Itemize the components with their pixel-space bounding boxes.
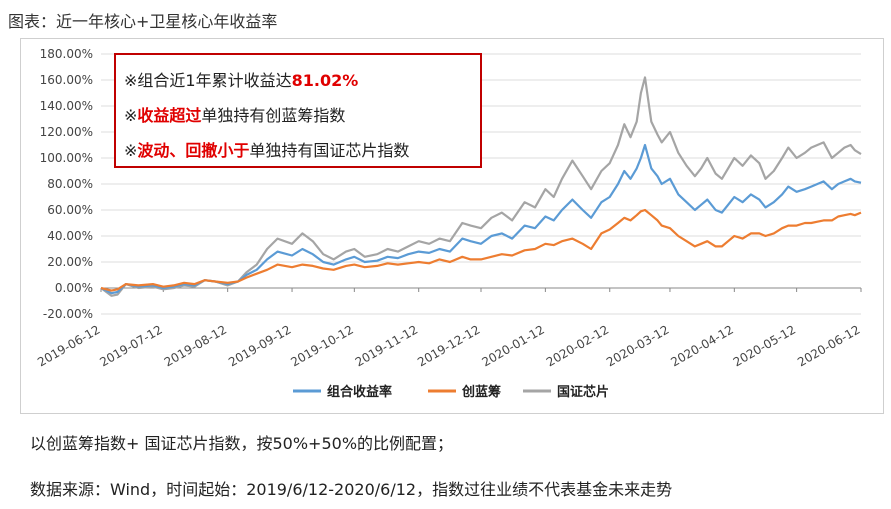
x-tick-label: 2019-08-12: [162, 322, 229, 369]
callout-line-3-highlight: 波动、回撤小于: [137, 141, 250, 160]
legend-label: 创蓝筹: [461, 384, 501, 400]
line-chart: -20.00% 0.00% 20.00% 40.00% 60.00% 80.00% 100.…: [35, 47, 862, 400]
callout-line-2-highlight: 收益超过: [137, 106, 202, 125]
y-tick-label: -20.00%: [43, 307, 93, 321]
y-tick-label: 180.00%: [40, 47, 93, 61]
series-line-1: [100, 208, 862, 292]
y-tick-label: 20.00%: [47, 255, 93, 269]
x-tick-label: 2020-02-12: [544, 322, 611, 369]
y-tick-label: 140.00%: [40, 99, 93, 113]
callout-line-2-prefix: ※: [124, 106, 138, 125]
series-line-0: [100, 143, 862, 295]
x-tick-label: 2019-12-12: [415, 322, 482, 369]
callout-line-2-suffix: 单独持有创蓝筹指数: [201, 106, 346, 125]
y-tick-label: 60.00%: [47, 203, 93, 217]
x-tick-label: 2020-03-12: [604, 322, 671, 369]
callout-line-1: ※组合近1年累计收益达81.02%: [124, 63, 472, 98]
x-tick-label: 2019-09-12: [226, 322, 293, 369]
y-tick-label: 80.00%: [47, 177, 93, 191]
callout-box: ※组合近1年累计收益达81.02% ※收益超过单独持有创蓝筹指数 ※波动、回撤小…: [114, 53, 482, 168]
callout-line-1-highlight: 81.02%: [291, 71, 359, 90]
y-tick-label: 40.00%: [47, 229, 93, 243]
callout-line-3-suffix: 单独持有国证芯片指数: [249, 141, 410, 160]
callout-line-2: ※收益超过单独持有创蓝筹指数: [124, 98, 472, 133]
x-tick-label: 2019-11-12: [353, 322, 420, 369]
callout-line-1-prefix: ※组合近1年累计收益达: [124, 71, 292, 90]
x-tick-label: 2020-05-12: [731, 322, 798, 369]
x-tick-label: 2019-07-12: [97, 322, 164, 369]
y-tick-label: 120.00%: [40, 125, 93, 139]
allocation-note: 以创蓝筹指数+ 国证芯片指数，按50%+50%的比例配置；: [30, 434, 454, 453]
y-tick-label: 160.00%: [40, 73, 93, 87]
x-tick-label: 2020-06-12: [795, 322, 862, 369]
figure-title: 图表：近一年核心+卫星核心年收益率: [8, 12, 278, 31]
callout-line-3: ※波动、回撤小于单独持有国证芯片指数: [124, 133, 472, 168]
x-tick-label: 2019-10-12: [288, 322, 355, 369]
legend-label: 组合收益率: [327, 384, 392, 400]
x-tick-label: 2020-04-12: [668, 322, 735, 369]
x-tick-label: 2020-01-12: [479, 322, 546, 369]
callout-line-3-prefix: ※: [124, 141, 138, 160]
y-tick-label: 100.00%: [40, 151, 93, 165]
x-tick-label: 2019-06-12: [35, 322, 102, 369]
data-source-note: 数据来源：Wind，时间起始：2019/6/12-2020/6/12，指数过往业…: [30, 480, 673, 499]
y-tick-label: 0.00%: [55, 281, 93, 295]
legend-label: 国证芯片: [557, 384, 609, 400]
series-line-2: [100, 76, 862, 297]
